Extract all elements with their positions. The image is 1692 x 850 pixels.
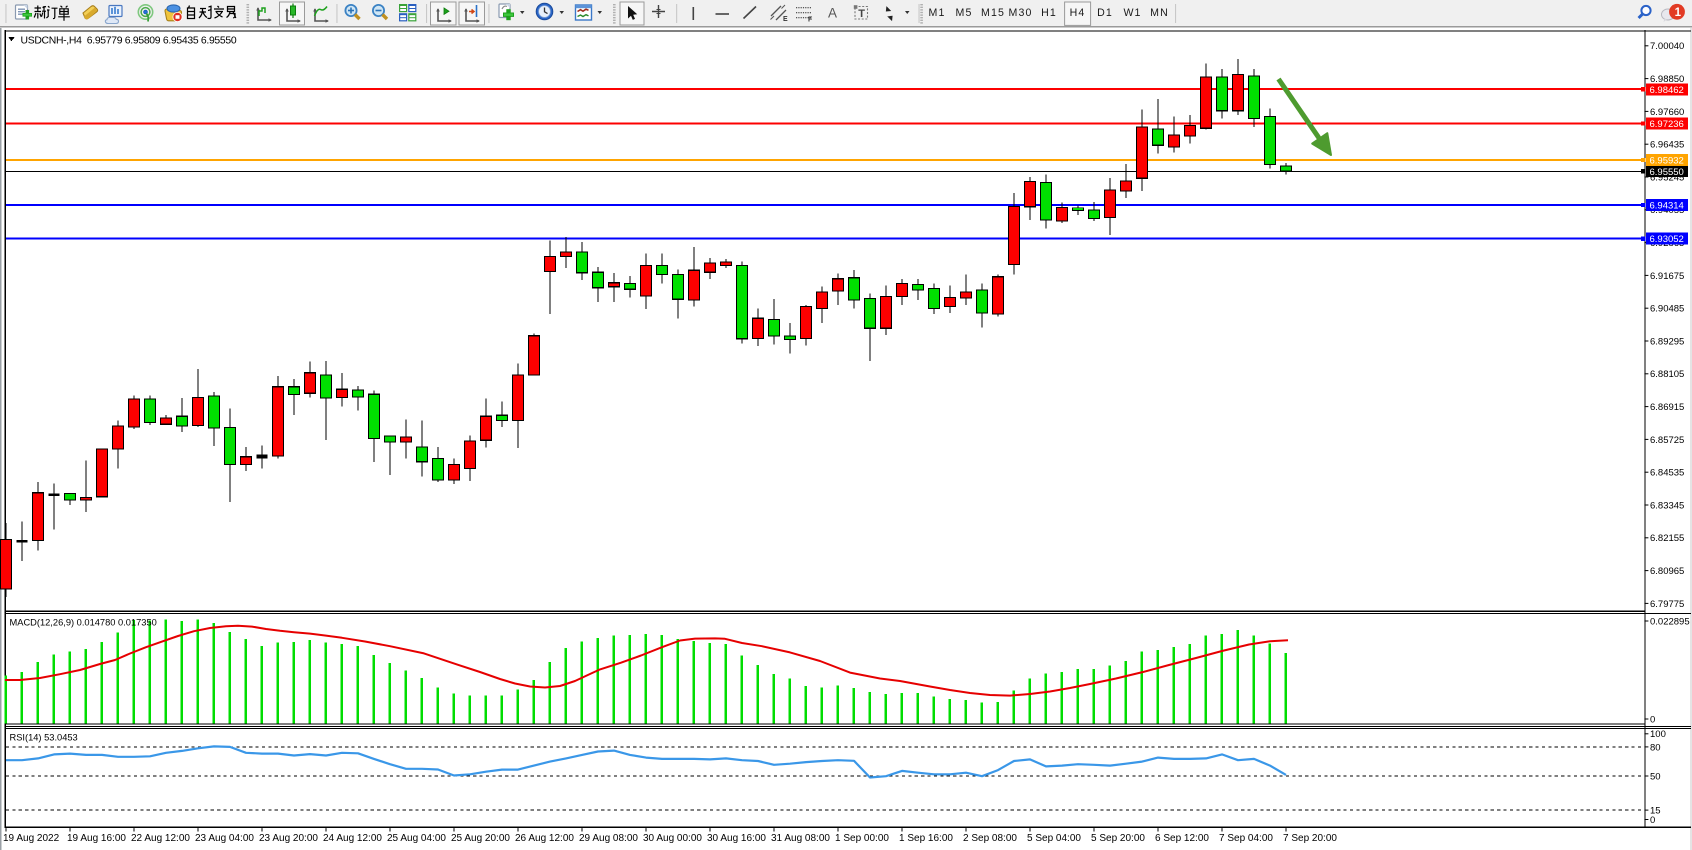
svg-text:MN: MN	[1150, 7, 1169, 19]
svg-text:6 Sep 12:00: 6 Sep 12:00	[1155, 833, 1209, 844]
svg-text:6.86915: 6.86915	[1650, 402, 1684, 413]
svg-text:M30: M30	[1009, 7, 1033, 19]
svg-text:W1: W1	[1123, 7, 1141, 19]
svg-text:100: 100	[1650, 729, 1666, 740]
svg-text:1 Sep 00:00: 1 Sep 00:00	[835, 833, 889, 844]
svg-text:26 Aug 12:00: 26 Aug 12:00	[515, 833, 574, 844]
svg-text:MACD(12,26,9) 0.014780 0.01735: MACD(12,26,9) 0.014780 0.017350	[10, 618, 157, 628]
svg-text:6.88105: 6.88105	[1650, 369, 1684, 380]
svg-text:7.00040: 7.00040	[1650, 41, 1684, 52]
svg-text:6.93052: 6.93052	[1650, 234, 1684, 245]
svg-text:RSI(14) 53.0453: RSI(14) 53.0453	[10, 733, 78, 743]
svg-text:6.82155: 6.82155	[1650, 533, 1684, 544]
svg-text:0.022895: 0.022895	[1650, 616, 1690, 627]
svg-text:23 Aug 20:00: 23 Aug 20:00	[259, 833, 318, 844]
svg-text:31 Aug 08:00: 31 Aug 08:00	[771, 833, 830, 844]
svg-text:6.89295: 6.89295	[1650, 336, 1684, 347]
svg-text:M5: M5	[956, 7, 973, 19]
svg-text:E: E	[783, 16, 788, 23]
svg-text:H1: H1	[1041, 7, 1057, 19]
svg-text:25 Aug 20:00: 25 Aug 20:00	[451, 833, 510, 844]
svg-text:6.95245: 6.95245	[1650, 172, 1684, 183]
svg-text:A: A	[828, 6, 837, 21]
svg-text:29 Aug 08:00: 29 Aug 08:00	[579, 833, 638, 844]
svg-text:15: 15	[1650, 806, 1661, 817]
svg-text:1: 1	[1675, 7, 1682, 19]
svg-text:7 Sep 04:00: 7 Sep 04:00	[1219, 833, 1273, 844]
svg-text:6.85725: 6.85725	[1650, 435, 1684, 446]
svg-text:19 Aug 16:00: 19 Aug 16:00	[67, 833, 126, 844]
svg-text:6.98850: 6.98850	[1650, 74, 1684, 85]
svg-text:23 Aug 04:00: 23 Aug 04:00	[195, 833, 254, 844]
svg-text:80: 80	[1650, 742, 1661, 753]
svg-text:6.84535: 6.84535	[1650, 468, 1684, 479]
svg-text:30 Aug 00:00: 30 Aug 00:00	[643, 833, 702, 844]
svg-text:0: 0	[1650, 815, 1655, 826]
svg-text:7 Sep 20:00: 7 Sep 20:00	[1283, 833, 1337, 844]
svg-text:6.95550: 6.95550	[1650, 167, 1684, 178]
svg-text:2 Sep 08:00: 2 Sep 08:00	[963, 833, 1017, 844]
svg-text:22 Aug 12:00: 22 Aug 12:00	[131, 833, 190, 844]
svg-text:25 Aug 04:00: 25 Aug 04:00	[387, 833, 446, 844]
svg-text:19 Aug 2022: 19 Aug 2022	[3, 833, 60, 844]
svg-text:6.96435: 6.96435	[1650, 140, 1684, 151]
svg-text:T: T	[858, 8, 865, 20]
svg-text:6.79775: 6.79775	[1650, 599, 1684, 610]
svg-text:M15: M15	[981, 7, 1005, 19]
svg-text:H4: H4	[1070, 7, 1086, 19]
svg-text:5 Sep 20:00: 5 Sep 20:00	[1091, 833, 1145, 844]
svg-text:6.90485: 6.90485	[1650, 304, 1684, 315]
svg-text:6.80965: 6.80965	[1650, 566, 1684, 577]
svg-text:D1: D1	[1097, 7, 1113, 19]
svg-text:1 Sep 16:00: 1 Sep 16:00	[899, 833, 953, 844]
svg-text:F: F	[808, 17, 813, 24]
svg-text:6.91675: 6.91675	[1650, 271, 1684, 282]
svg-text:0: 0	[1650, 714, 1655, 725]
svg-text:6.98462: 6.98462	[1650, 85, 1684, 96]
svg-text:6.97236: 6.97236	[1650, 119, 1684, 130]
svg-text:6.94314: 6.94314	[1650, 201, 1684, 212]
svg-text:6.97660: 6.97660	[1650, 107, 1684, 118]
svg-text:30 Aug 16:00: 30 Aug 16:00	[707, 833, 766, 844]
svg-text:6.83345: 6.83345	[1650, 500, 1684, 511]
svg-text:USDCNH-,H4 6.95779 6.95809 6.: USDCNH-,H4 6.95779 6.95809 6.95435 6.955…	[21, 35, 237, 46]
svg-text:6.95932: 6.95932	[1650, 156, 1684, 167]
svg-text:5 Sep 04:00: 5 Sep 04:00	[1027, 833, 1081, 844]
svg-text:24 Aug 12:00: 24 Aug 12:00	[323, 833, 382, 844]
svg-text:50: 50	[1650, 771, 1661, 782]
svg-text:M1: M1	[929, 7, 946, 19]
